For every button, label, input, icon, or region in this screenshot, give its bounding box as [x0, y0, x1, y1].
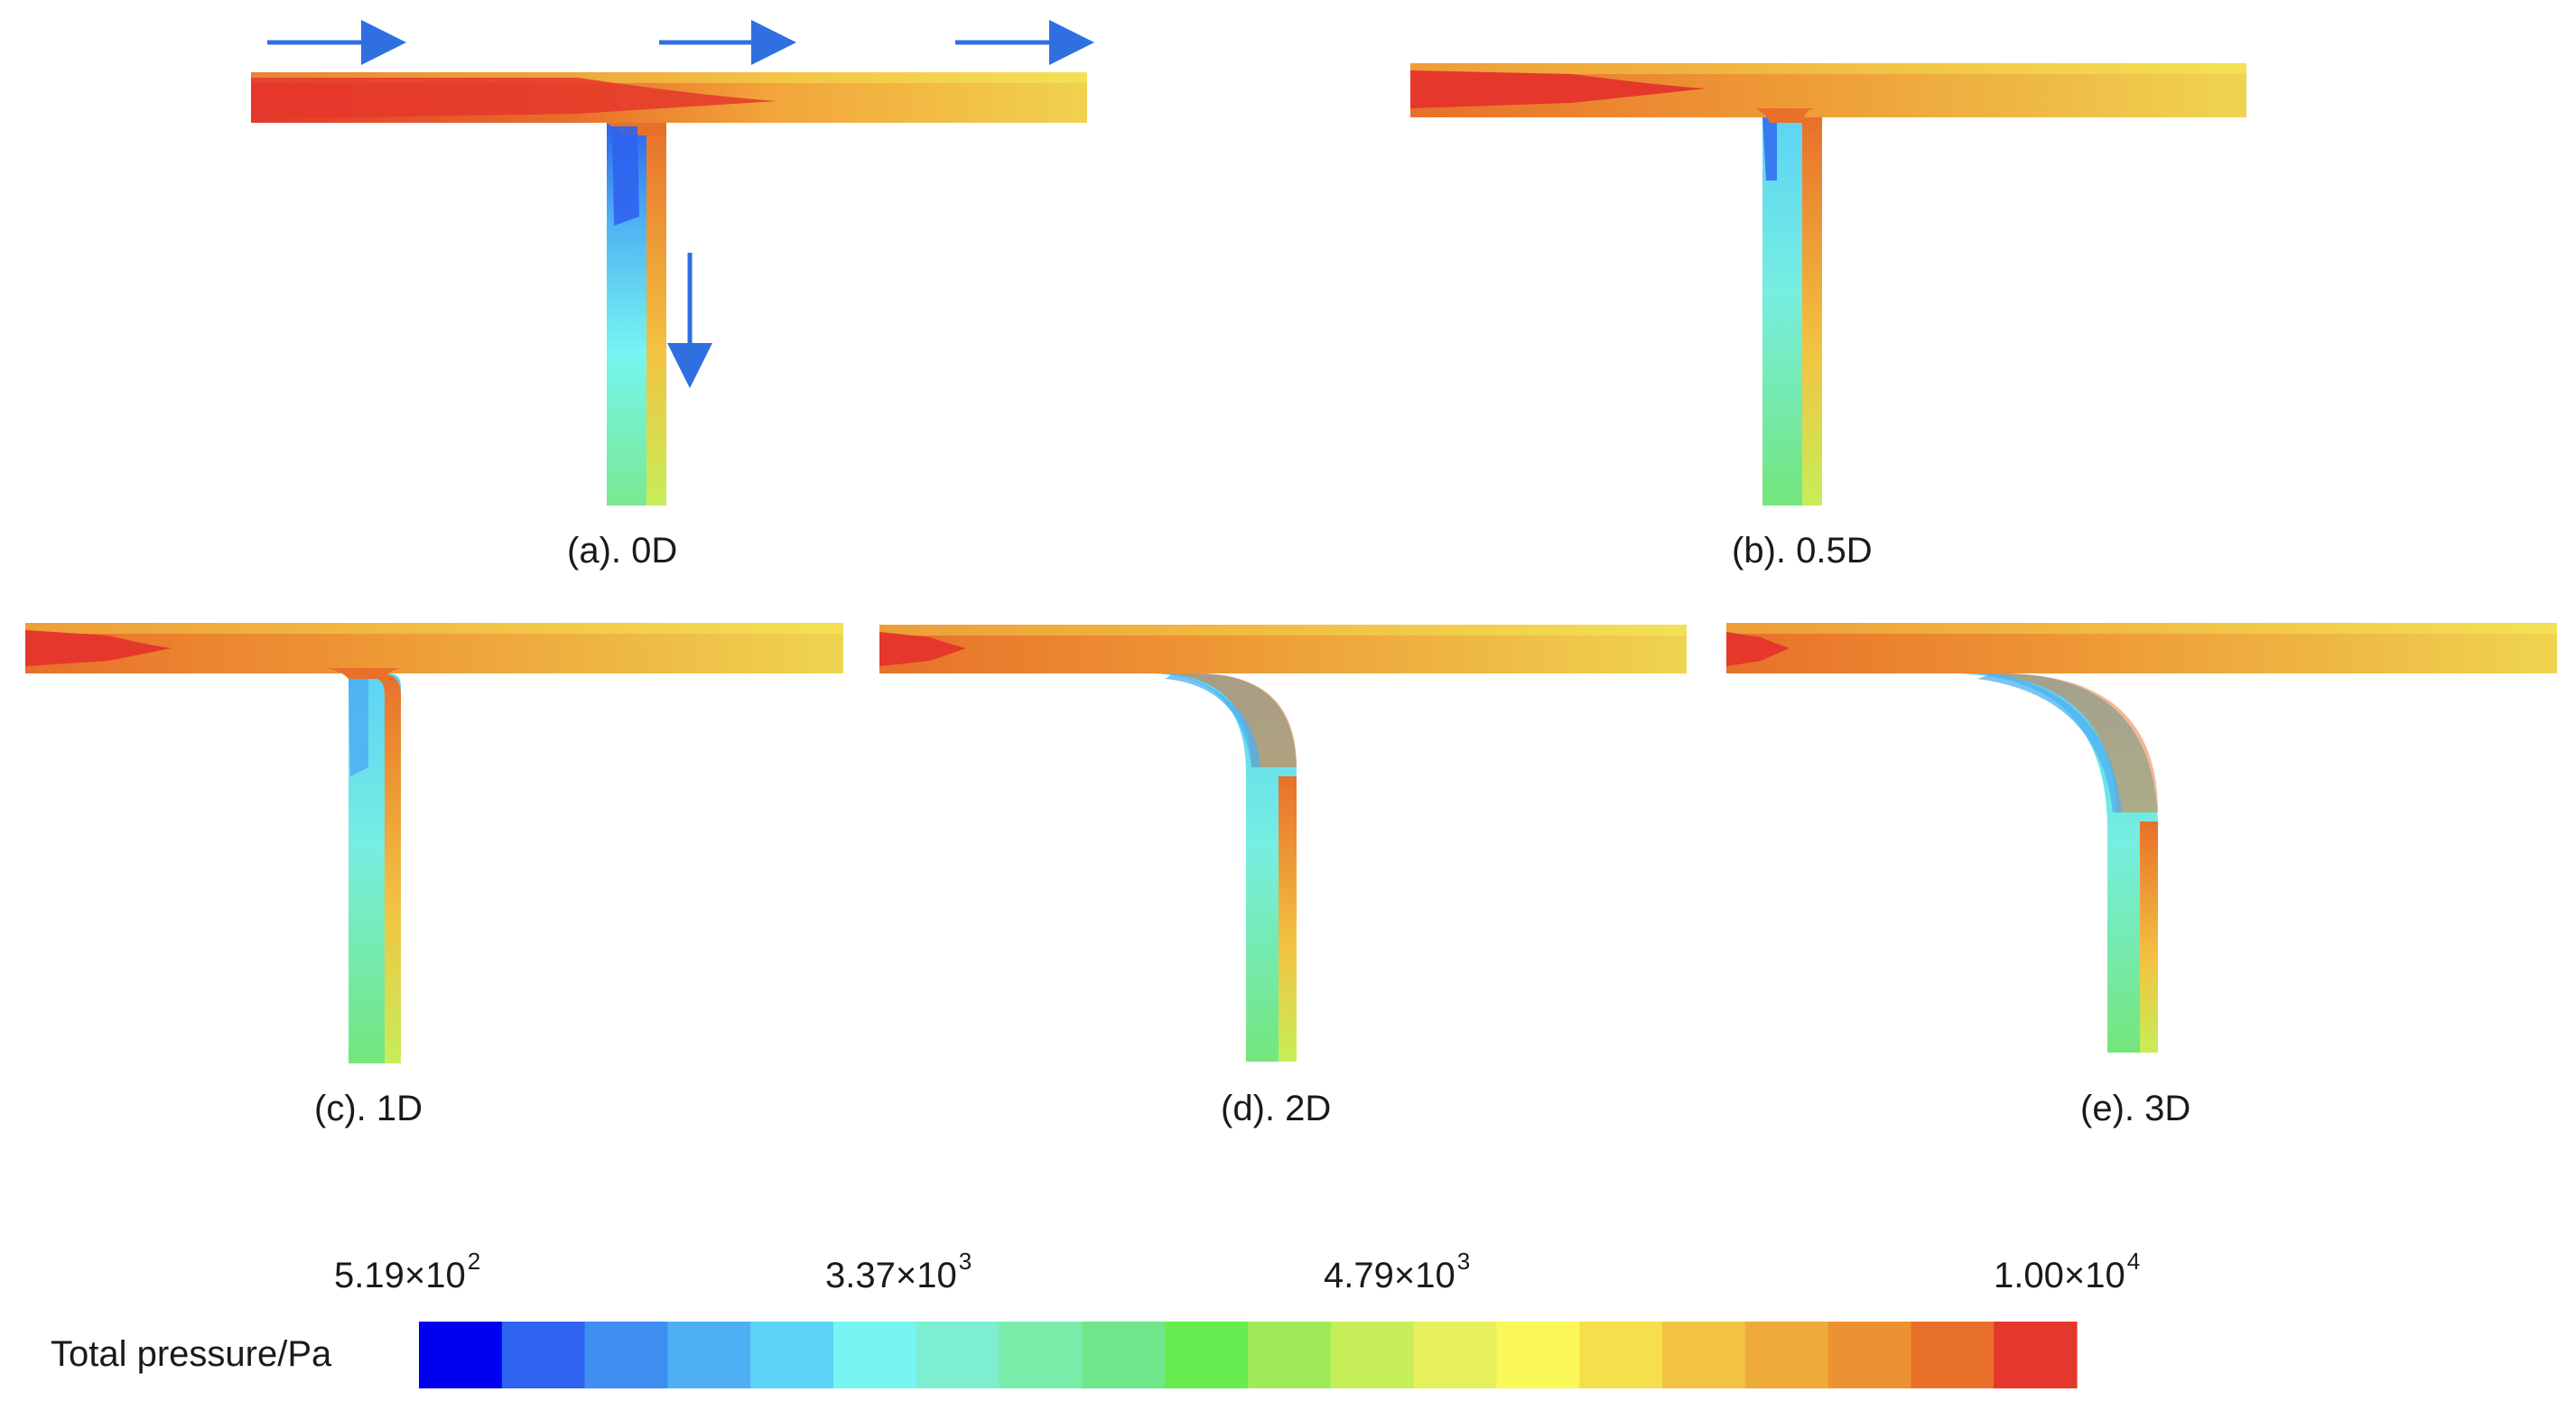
panel-label-e: (e). 3D [2080, 1089, 2191, 1128]
colorbar-swatch [1413, 1322, 1497, 1388]
colorbar [419, 1322, 2078, 1388]
colorbar-swatch [750, 1322, 834, 1388]
panel-c-contour [25, 623, 843, 1063]
colorbar-tick-min: 5.19×102 [334, 1248, 481, 1295]
colorbar-swatch [1744, 1322, 1829, 1388]
colorbar-swatch [1496, 1322, 1580, 1388]
colorbar-swatch [1165, 1322, 1249, 1388]
panel-label-b: (b). 0.5D [1732, 531, 1873, 571]
panel-d-contour [879, 625, 1687, 1062]
colorbar-swatch [419, 1322, 503, 1388]
colorbar-tick-max: 1.00×104 [1994, 1248, 2141, 1295]
colorbar-swatch [1082, 1322, 1166, 1388]
colorbar-swatch [999, 1322, 1083, 1388]
colorbar-swatch [1579, 1322, 1663, 1388]
colorbar-swatch [1662, 1322, 1746, 1388]
colorbar-swatch [833, 1322, 917, 1388]
colorbar-swatch [1911, 1322, 1995, 1388]
colorbar-tick-2: 3.37×103 [825, 1248, 972, 1295]
colorbar-swatch [916, 1322, 1000, 1388]
panel-b-contour [1410, 63, 2246, 506]
colorbar-swatch [667, 1322, 751, 1388]
colorbar-swatch [1248, 1322, 1332, 1388]
panel-label-d: (d). 2D [1221, 1089, 1332, 1128]
colorbar-title: Total pressure/Pa [51, 1334, 332, 1374]
flow-arrows [267, 20, 1094, 388]
panel-e-contour [1726, 623, 2557, 1053]
colorbar-tick-3: 4.79×103 [1324, 1248, 1471, 1295]
colorbar-swatch [1330, 1322, 1415, 1388]
colorbar-swatch [584, 1322, 668, 1388]
panel-label-c: (c). 1D [314, 1089, 423, 1128]
colorbar-swatch [501, 1322, 586, 1388]
colorbar-swatch [1827, 1322, 1911, 1388]
colorbar-swatch [1994, 1322, 2078, 1388]
panel-a-contour [251, 72, 1087, 506]
panel-label-a: (a). 0D [567, 531, 678, 571]
